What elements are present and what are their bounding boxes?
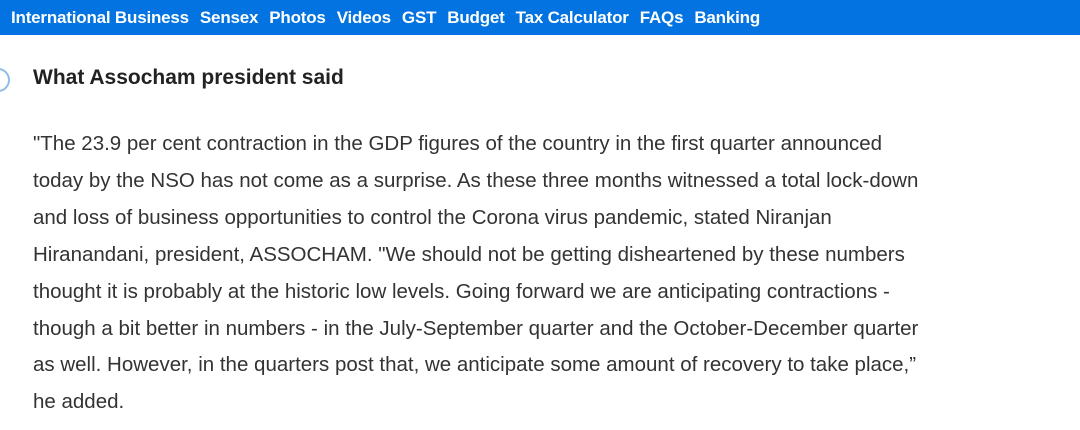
paragraph-line: Hiranandani, president, ASSOCHAM. "We sh… (33, 242, 905, 266)
nav-faqs[interactable]: FAQs (639, 7, 684, 27)
nav-banking[interactable]: Banking (694, 7, 761, 27)
nav-international-business[interactable]: International Business (11, 7, 189, 27)
nav-videos[interactable]: Videos (336, 7, 391, 27)
paragraph-line: though a bit better in numbers - in the … (33, 316, 919, 340)
nav-gst[interactable]: GST (401, 7, 437, 27)
nav-budget[interactable]: Budget (447, 7, 505, 27)
paragraph-line: and loss of business opportunities to co… (33, 205, 832, 229)
paragraph-line: "The 23.9 per cent contraction in the GD… (33, 132, 883, 155)
nav-photos[interactable]: Photos (269, 7, 326, 27)
section-heading: What Assocham president said (33, 66, 344, 89)
paragraph-line: thought it is probably at the historic l… (33, 279, 890, 303)
paragraph-line: as well. However, in the quarters post t… (33, 353, 917, 377)
nav-tax-calculator[interactable]: Tax Calculator (515, 7, 629, 27)
paragraph-line: he added. (33, 390, 125, 414)
article-paragraph: "The 23.9 per cent contraction in the GD… (33, 126, 918, 421)
paragraph-line: today by the NSO has not come as a surpr… (33, 168, 919, 192)
timeline-dot-icon (0, 68, 10, 92)
nav-sensex[interactable]: Sensex (199, 7, 259, 27)
top-nav-bar: International Business Sensex Photos Vid… (0, 0, 1080, 35)
